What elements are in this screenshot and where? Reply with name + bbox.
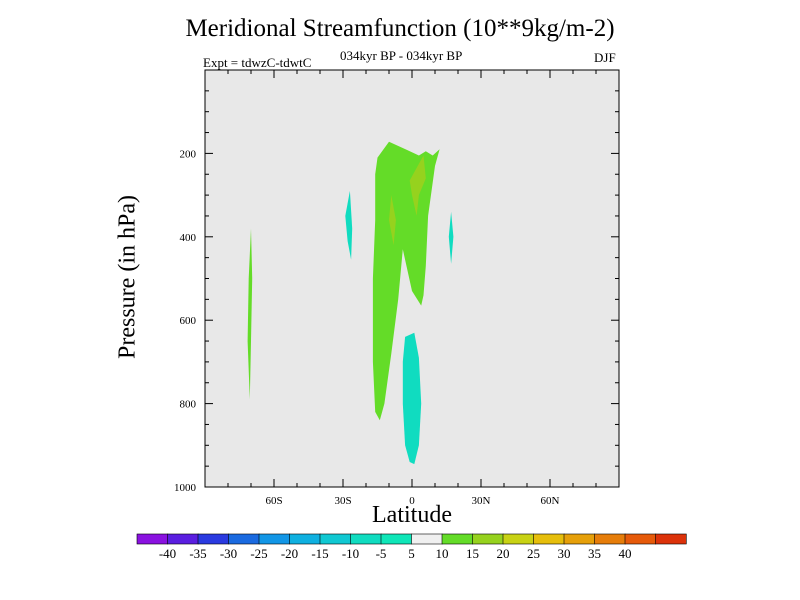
colorbar-label: -35	[189, 546, 206, 561]
x-tick-label: 60N	[541, 495, 560, 507]
colorbar-label: -5	[376, 546, 387, 561]
colorbar-swatch	[624, 533, 657, 545]
colorbar-swatch	[472, 533, 504, 545]
colorbar-swatch	[136, 533, 169, 545]
colorbar-label: 40	[619, 546, 632, 561]
colorbar-swatch	[411, 533, 443, 545]
colorbar-label: 10	[436, 546, 449, 561]
chart-subtitle: 034kyr BP - 034kyr BP	[340, 48, 463, 63]
colorbar-swatch	[655, 533, 687, 545]
x-tick-label: 0	[409, 495, 415, 507]
colorbar-label: 25	[527, 546, 540, 561]
x-axis-label: Latitude	[372, 502, 452, 528]
contour-northern-upper-negative-cell	[448, 211, 454, 264]
y-axis-label: Pressure (in hPa)	[114, 195, 141, 359]
colorbar-swatch	[533, 533, 565, 545]
colorbar-swatch	[258, 533, 291, 545]
colorbar-swatch	[228, 533, 260, 545]
colorbar-label: -10	[342, 546, 359, 561]
colorbar-label: -30	[220, 546, 237, 561]
y-tick-label: 200	[180, 148, 197, 160]
colorbar-swatch	[350, 533, 382, 545]
y-tick-label: 800	[180, 399, 197, 411]
y-tick-label: 400	[180, 232, 197, 244]
colorbar-label: -15	[311, 546, 328, 561]
colorbar: -40 -35 -30 -25 -20 -15 -10 -5 5 10 15 20 25 30 35 40	[136, 533, 687, 561]
contour-equatorial-lower-negative-cell	[402, 332, 422, 465]
colorbar-swatch	[594, 533, 626, 545]
colorbar-label: 20	[497, 546, 510, 561]
colorbar-swatch	[380, 533, 413, 545]
x-tick-label: 30N	[472, 495, 491, 507]
colorbar-swatch	[441, 533, 474, 545]
season-label: DJF	[594, 50, 616, 65]
contour-regions	[247, 141, 454, 465]
y-tick-label: 600	[180, 315, 197, 327]
colorbar-label: 35	[588, 546, 601, 561]
colorbar-label: -20	[281, 546, 298, 561]
colorbar-swatch	[197, 533, 230, 545]
chart-title: Meridional Streamfunction (10**9kg/m-2)	[185, 15, 615, 42]
colorbar-swatch	[502, 533, 535, 545]
contour-upper-positive-core-left	[389, 195, 396, 246]
colorbar-label: -25	[250, 546, 267, 561]
colorbar-swatch	[563, 533, 596, 545]
colorbar-swatch	[319, 533, 352, 545]
colorbar-swatch	[289, 533, 321, 545]
contour-upper-positive-core-right	[409, 155, 426, 216]
colorbar-label: 30	[558, 546, 571, 561]
experiment-label: Expt = tdwzC-tdwtC	[203, 55, 312, 70]
contour-southern-subtropical-positive-cell	[247, 228, 253, 400]
colorbar-swatch	[167, 533, 199, 545]
contour-southern-upper-negative-cell	[345, 190, 353, 260]
x-tick-label: 60S	[265, 495, 282, 507]
axis-ticks: 60S 30S 0 30N 60N 200 400 600 800 1000	[174, 70, 619, 507]
colorbar-label: -40	[159, 546, 176, 561]
colorbar-label: 5	[408, 546, 415, 561]
x-tick-label: 30S	[334, 495, 351, 507]
colorbar-label: 15	[466, 546, 479, 561]
y-tick-label: 1000	[174, 482, 197, 494]
contour-tropical-positive-cell	[372, 141, 440, 421]
